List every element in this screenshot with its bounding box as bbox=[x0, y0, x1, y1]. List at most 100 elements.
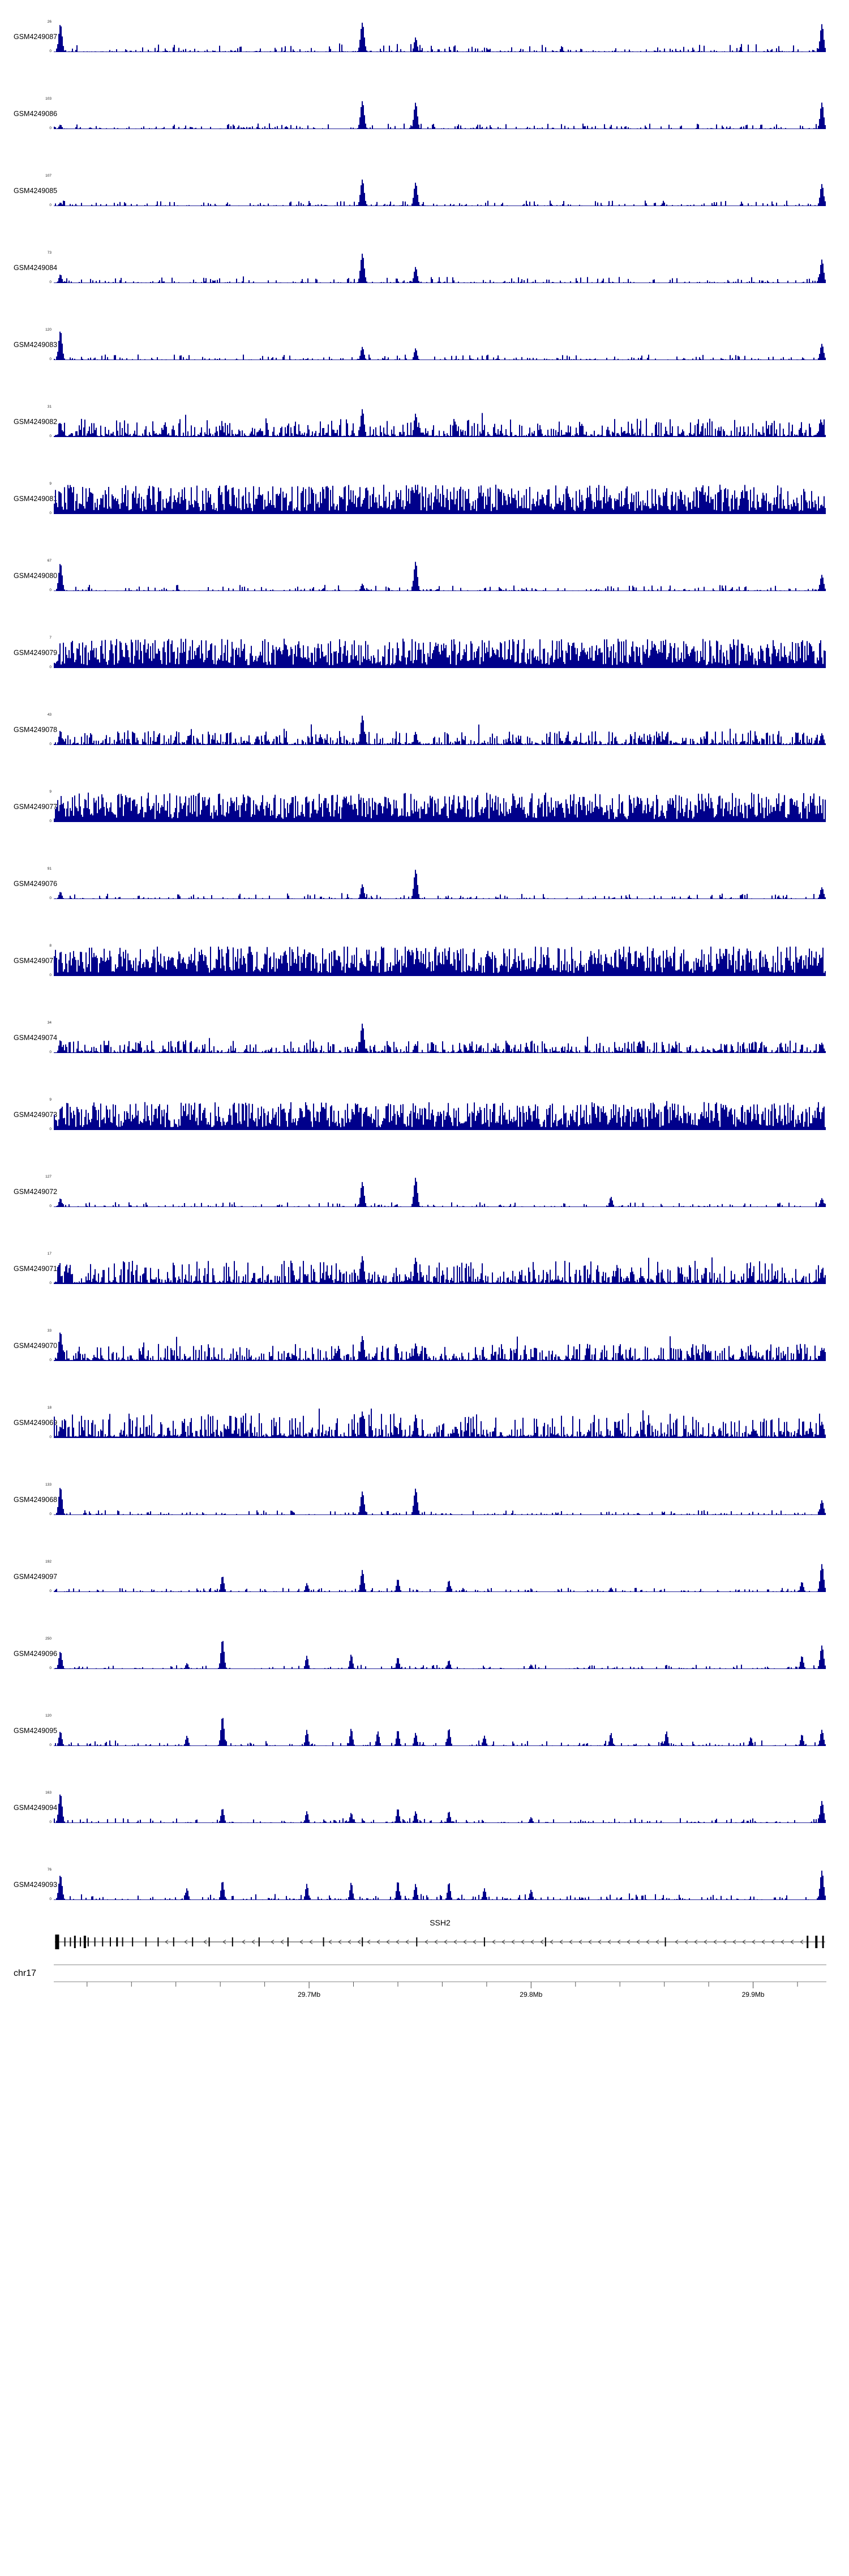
y-axis-zero: 0 bbox=[49, 896, 52, 900]
coverage-plot bbox=[54, 1256, 826, 1284]
strand-arrow-icon bbox=[222, 1940, 226, 1944]
strand-arrow-icon bbox=[732, 1940, 736, 1944]
strand-arrow-icon bbox=[242, 1940, 246, 1944]
track-label: GSM4249081 bbox=[14, 495, 58, 503]
y-axis-zero: 0 bbox=[49, 280, 52, 284]
track-label: GSM4249073 bbox=[14, 1111, 58, 1119]
y-axis-zero: 0 bbox=[49, 1435, 52, 1439]
exon-box bbox=[483, 1937, 485, 1946]
exon-box bbox=[64, 1937, 66, 1946]
track-label: GSM4249070 bbox=[14, 1342, 58, 1350]
track-row: GSM4249085 107 0 bbox=[0, 174, 849, 207]
y-axis-max: 17 bbox=[47, 1252, 52, 1256]
y-axis-max: 120 bbox=[45, 328, 52, 332]
y-axis-max: 250 bbox=[45, 1637, 52, 1641]
track-label: GSM4249071 bbox=[14, 1265, 58, 1273]
exon-box bbox=[74, 1936, 76, 1948]
track-row: GSM4249095 120 0 bbox=[0, 1714, 849, 1747]
exon-box bbox=[544, 1937, 546, 1946]
strand-arrow-icon bbox=[684, 1940, 688, 1944]
strand-arrow-icon bbox=[396, 1940, 400, 1944]
strand-arrow-icon bbox=[376, 1940, 380, 1944]
track-row: GSM4249076 91 0 bbox=[0, 867, 849, 900]
strand-arrow-icon bbox=[530, 1940, 534, 1944]
strand-arrow-icon bbox=[521, 1940, 525, 1944]
exon-box bbox=[664, 1937, 666, 1946]
chromosome-label: chr17 bbox=[14, 1969, 37, 1978]
y-axis-zero: 0 bbox=[49, 1743, 52, 1747]
strand-arrow-icon bbox=[761, 1940, 765, 1944]
strand-arrow-icon bbox=[752, 1940, 756, 1944]
strand-arrow-icon bbox=[723, 1940, 727, 1944]
coverage-plot bbox=[54, 1178, 826, 1207]
track-label: GSM4249085 bbox=[14, 187, 58, 195]
track-label: GSM4249075 bbox=[14, 957, 58, 965]
strand-arrow-icon bbox=[559, 1940, 563, 1944]
y-axis-zero: 0 bbox=[49, 1050, 52, 1054]
exon-box bbox=[110, 1937, 111, 1946]
y-axis-max: 163 bbox=[45, 1791, 52, 1795]
coverage-plot bbox=[54, 639, 826, 668]
strand-arrow-icon bbox=[271, 1940, 275, 1944]
strand-arrow-icon bbox=[655, 1940, 659, 1944]
track-row: GSM4249069 18 0 bbox=[0, 1406, 849, 1439]
track-label: GSM4249095 bbox=[14, 1727, 58, 1735]
track-row: GSM4249072 127 0 bbox=[0, 1175, 849, 1208]
exon-box bbox=[102, 1937, 104, 1946]
exon-box bbox=[132, 1937, 134, 1946]
coverage-plot bbox=[54, 485, 826, 514]
track-row: GSM4249096 250 0 bbox=[0, 1637, 849, 1670]
exon-box bbox=[116, 1937, 118, 1946]
coverage-plot bbox=[54, 101, 826, 129]
coverage-plot bbox=[54, 947, 826, 976]
strand-arrow-icon bbox=[434, 1940, 438, 1944]
track-label: GSM4249078 bbox=[14, 726, 58, 734]
track-label: GSM4249076 bbox=[14, 880, 58, 888]
track-label: GSM4249094 bbox=[14, 1804, 58, 1812]
coverage-plot bbox=[54, 331, 826, 360]
strand-arrow-icon bbox=[607, 1940, 611, 1944]
track-row: GSM4249097 192 0 bbox=[0, 1560, 849, 1593]
axis-tick-label: 29.7Mb bbox=[298, 1991, 320, 1999]
strand-arrow-icon bbox=[578, 1940, 582, 1944]
strand-arrow-icon bbox=[742, 1940, 746, 1944]
y-axis-max: 9 bbox=[49, 482, 52, 486]
y-axis-zero: 0 bbox=[49, 203, 52, 207]
strand-arrow-icon bbox=[348, 1940, 351, 1944]
strand-arrow-icon bbox=[771, 1940, 775, 1944]
gene-name-label: SSH2 bbox=[430, 1918, 451, 1927]
y-axis-max: 103 bbox=[45, 97, 52, 101]
track-label: GSM4249080 bbox=[14, 572, 58, 580]
strand-arrow-icon bbox=[627, 1940, 631, 1944]
track-row: GSM4249086 103 0 bbox=[0, 97, 849, 130]
y-axis-max: 8 bbox=[49, 944, 52, 948]
track-row: GSM4249070 33 0 bbox=[0, 1329, 849, 1362]
y-axis-zero: 0 bbox=[49, 819, 52, 823]
y-axis-max: 67 bbox=[47, 559, 52, 563]
track-label: GSM4249068 bbox=[14, 1496, 58, 1504]
track-label: GSM4249082 bbox=[14, 418, 58, 426]
y-axis-max: 192 bbox=[45, 1560, 52, 1564]
track-row: GSM4249082 31 0 bbox=[0, 405, 849, 438]
coverage-plot bbox=[54, 1101, 826, 1130]
track-row: GSM4249079 7 0 bbox=[0, 636, 849, 669]
coverage-plot bbox=[54, 1024, 826, 1053]
y-axis-zero: 0 bbox=[49, 434, 52, 438]
exon-box bbox=[192, 1937, 194, 1946]
track-row: GSM4249073 9 0 bbox=[0, 1098, 849, 1131]
exon-box bbox=[157, 1937, 159, 1946]
track-row: GSM4249083 120 0 bbox=[0, 328, 849, 361]
strand-arrow-icon bbox=[203, 1940, 207, 1944]
exon-box bbox=[323, 1937, 324, 1946]
strand-arrow-icon bbox=[781, 1940, 784, 1944]
coverage-plot bbox=[54, 1641, 826, 1669]
strand-arrow-icon bbox=[713, 1940, 717, 1944]
strand-arrow-icon bbox=[790, 1940, 794, 1944]
strand-arrow-icon bbox=[598, 1940, 602, 1944]
track-label: GSM4249077 bbox=[14, 803, 58, 811]
strand-arrow-icon bbox=[463, 1940, 467, 1944]
coverage-plot bbox=[54, 716, 826, 745]
strand-arrow-icon bbox=[424, 1940, 428, 1944]
strand-arrow-icon bbox=[540, 1940, 544, 1944]
track-label: GSM4249079 bbox=[14, 649, 58, 657]
